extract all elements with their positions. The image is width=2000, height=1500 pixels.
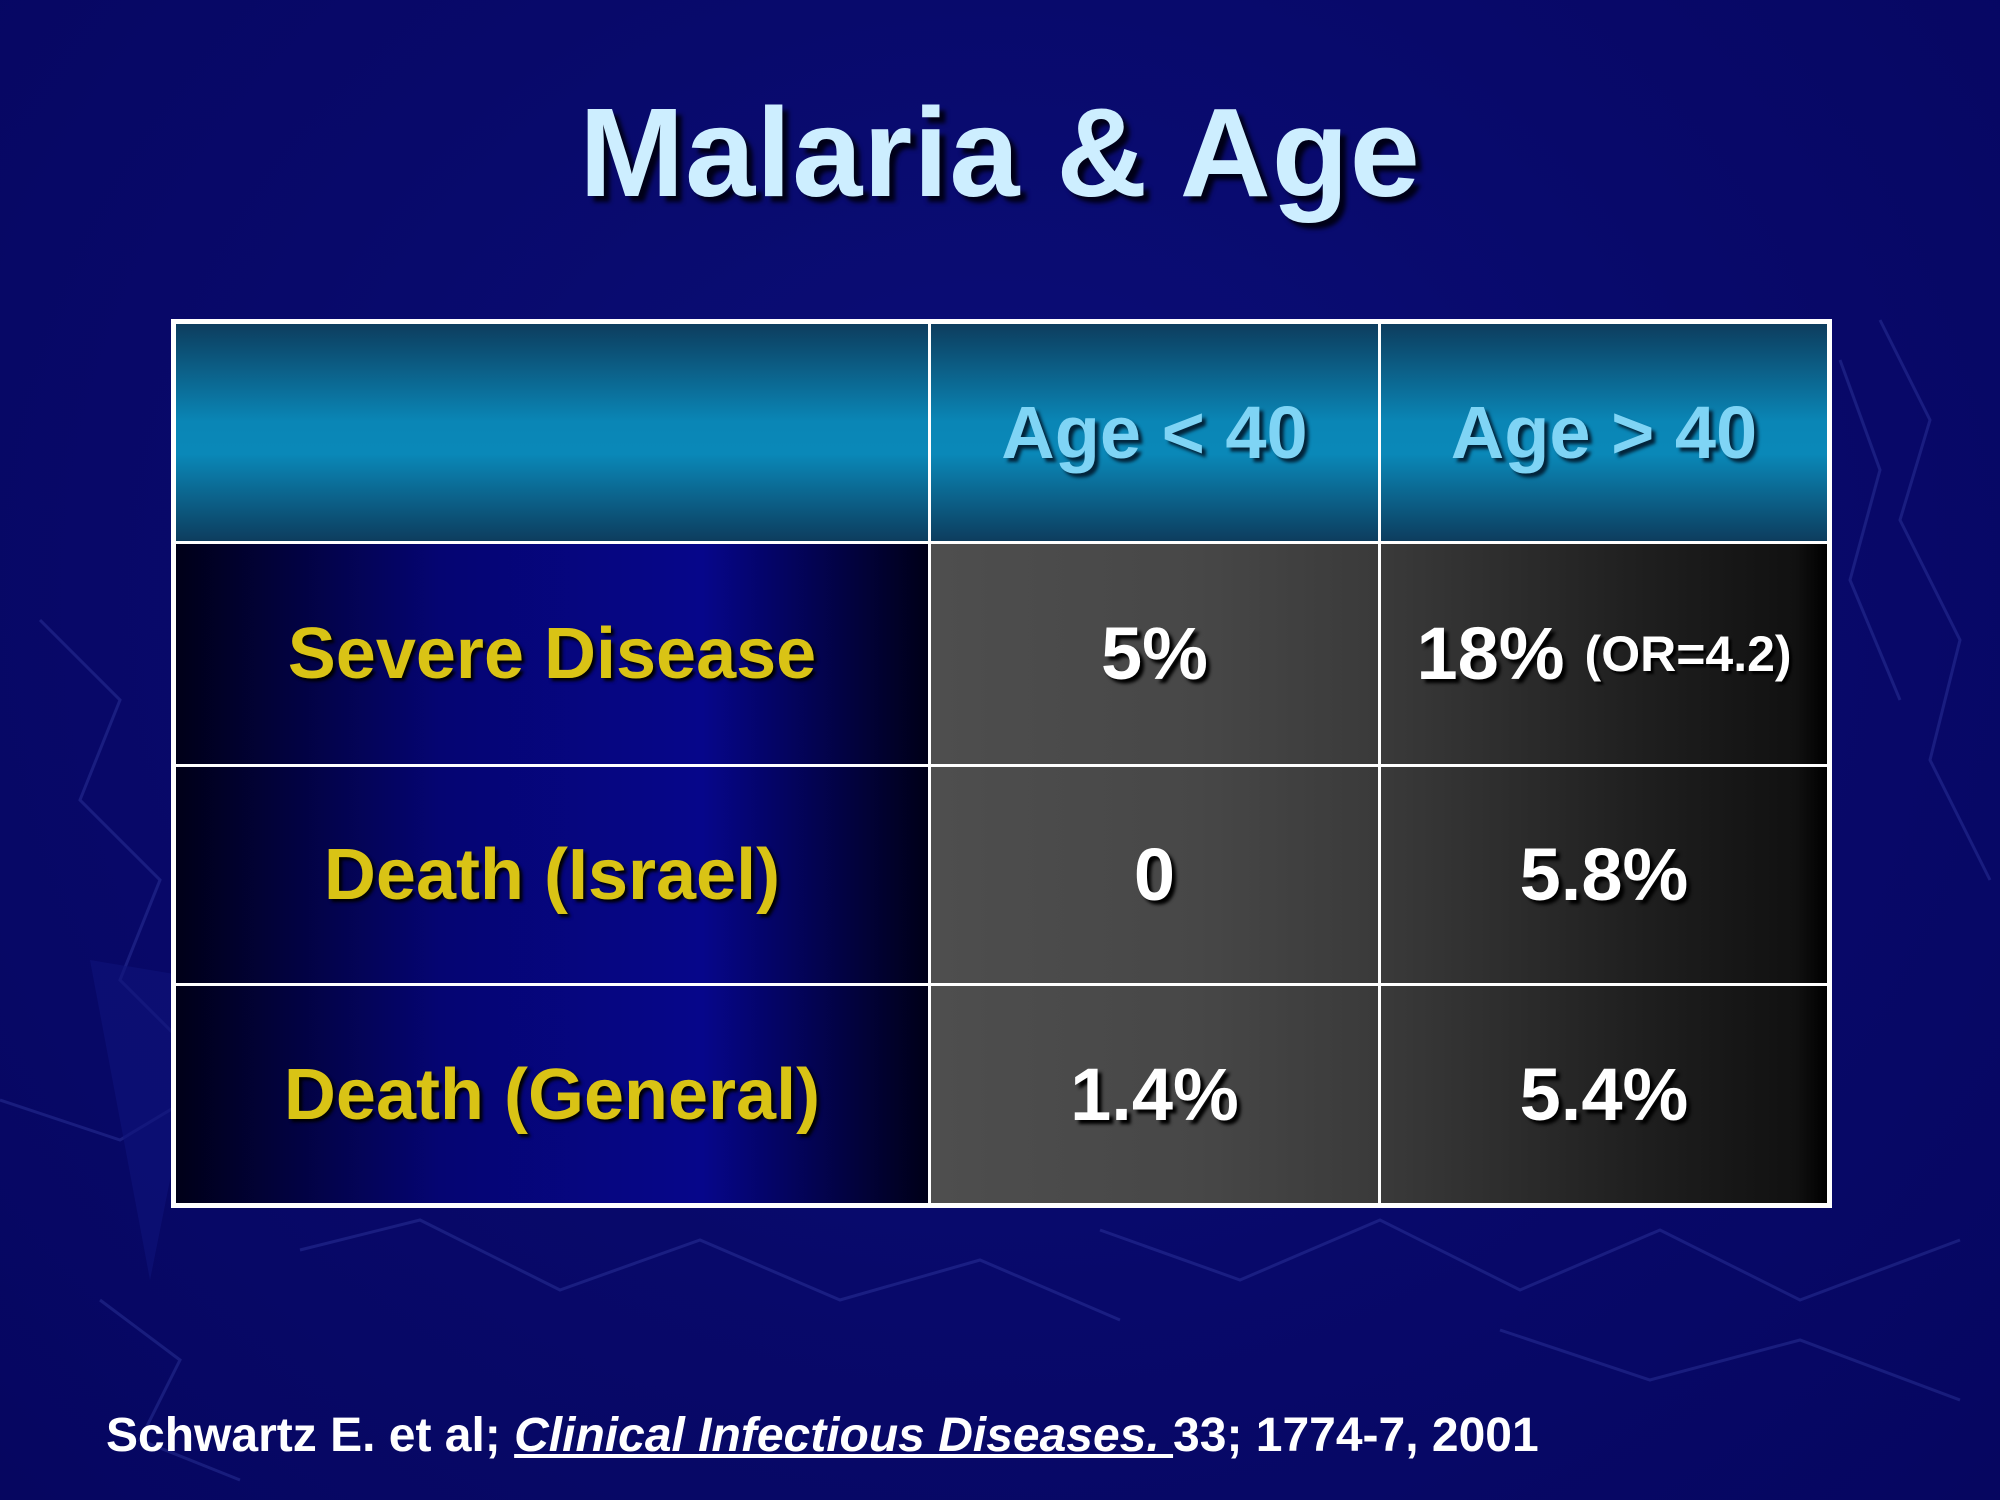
header-cell-age-over-40: Age > 40 [1378, 324, 1827, 544]
value-severe-under-40: 5% [1101, 612, 1208, 696]
header-cell-empty [176, 324, 928, 544]
header-cell-age-under-40: Age < 40 [928, 324, 1378, 544]
row-label-cell-death-general: Death (General) [176, 983, 928, 1203]
value-general-over-40: 5.4% [1519, 1053, 1689, 1137]
citation-details: 33; 1774-7, 2001 [1173, 1409, 1539, 1462]
row-label-cell-death-israel: Death (Israel) [176, 763, 928, 984]
value-cell-severe-over-40: 18% (OR=4.2) [1378, 544, 1827, 764]
value-israel-under-40: 0 [1133, 833, 1176, 917]
malaria-age-table: Age < 40 Age > 40 Severe Disease 5% 18% … [171, 319, 1832, 1208]
citation-journal: Clinical Infectious Diseases. [514, 1409, 1174, 1462]
value-general-under-40: 1.4% [1070, 1053, 1239, 1137]
value-israel-over-40: 5.8% [1519, 833, 1689, 917]
header-label-age-under-40: Age < 40 [1001, 391, 1308, 474]
value-cell-general-under-40: 1.4% [928, 983, 1378, 1203]
value-severe-over-40: 18% [1416, 612, 1565, 696]
row-label-cell-severe-disease: Severe Disease [176, 544, 928, 764]
row-label-death-israel: Death (Israel) [323, 834, 781, 915]
row-label-death-general: Death (General) [283, 1054, 821, 1135]
row-label-severe-disease: Severe Disease [287, 613, 817, 694]
citation: Schwartz E. et al; Clinical Infectious D… [106, 1408, 1539, 1463]
value-cell-israel-under-40: 0 [928, 763, 1378, 984]
value-cell-general-over-40: 5.4% [1378, 983, 1827, 1203]
citation-authors: Schwartz E. et al; [106, 1409, 515, 1462]
value-cell-severe-under-40: 5% [928, 544, 1378, 764]
header-label-age-over-40: Age > 40 [1450, 391, 1758, 474]
value-cell-israel-over-40: 5.8% [1378, 763, 1827, 984]
odds-ratio-note: (OR=4.2) [1584, 625, 1792, 682]
slide-title: Malaria & Age [579, 82, 1421, 223]
